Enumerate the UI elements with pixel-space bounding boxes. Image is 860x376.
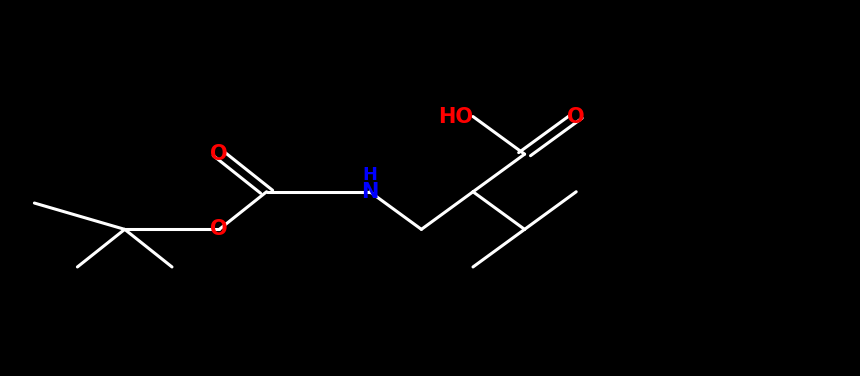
- Text: HO: HO: [438, 106, 473, 127]
- Text: O: O: [568, 106, 585, 127]
- Text: H: H: [362, 166, 378, 184]
- Text: N: N: [361, 182, 378, 202]
- Text: O: O: [211, 219, 228, 240]
- Text: O: O: [211, 144, 228, 164]
